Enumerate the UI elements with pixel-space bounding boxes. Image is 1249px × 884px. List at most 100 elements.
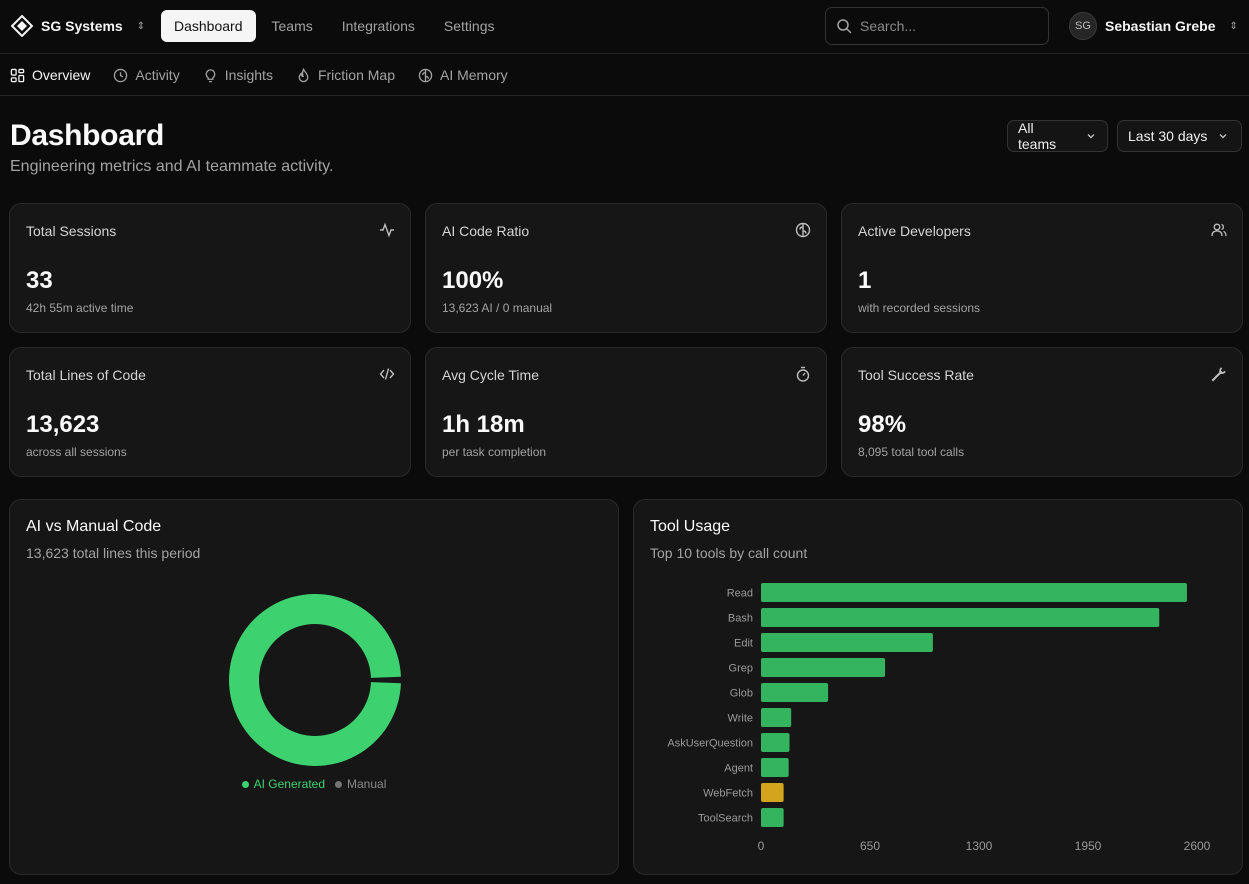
y-tick-label: Read (727, 588, 753, 600)
x-tick-label: 650 (860, 839, 880, 850)
stat-label: Active Developers (858, 223, 971, 239)
x-tick-label: 0 (758, 839, 765, 850)
range-filter-value: Last 30 days (1128, 128, 1208, 144)
legend-dot (241, 780, 249, 788)
y-tick-label: ToolSearch (698, 813, 753, 825)
stat-label: Tool Success Rate (858, 367, 974, 383)
y-tick-label: Agent (724, 763, 753, 775)
tool-usage-bar-chart: Read Bash Edit Grep Glob Write AskUserQuestion… (667, 583, 1211, 850)
tab-friction-map[interactable]: Friction Map (296, 55, 395, 95)
stat-value: 13,623 (26, 411, 100, 438)
legend-manual[interactable]: Manual (335, 777, 386, 791)
tab-overview[interactable]: Overview (10, 55, 90, 95)
legend-ai-generated[interactable]: AI Generated (241, 777, 326, 791)
legend-label: AI Generated (253, 777, 326, 791)
stat-card-total-sessions: Total Sessions 33 42h 55m active time (9, 203, 411, 333)
bar-glob[interactable] (761, 683, 829, 702)
stat-card-tool-success-rate: Tool Success Rate 98% 8,095 total tool c… (841, 347, 1243, 477)
stat-label: Total Lines of Code (26, 367, 146, 383)
bar-webfetch[interactable] (761, 783, 784, 802)
chevron-down-icon (1087, 134, 1095, 139)
stat-sub: 13,623 AI / 0 manual (442, 301, 553, 315)
tab-activity[interactable]: Activity (113, 55, 180, 95)
timer-icon (796, 366, 810, 382)
team-filter-value: All teams (1018, 120, 1057, 152)
y-tick-label: Glob (730, 688, 753, 700)
stat-sub: with recorded sessions (858, 301, 981, 315)
stat-card-avg-cycle-time: Avg Cycle Time 1h 18m per task completio… (425, 347, 827, 477)
stat-label: AI Code Ratio (442, 223, 530, 239)
y-tick-label: Edit (734, 638, 753, 650)
team-filter[interactable]: All teams (1007, 120, 1108, 152)
tab-label: Overview (32, 67, 91, 83)
x-tick-label: 1300 (966, 839, 993, 850)
bar-agent[interactable] (761, 758, 789, 777)
y-tick-label: Grep (729, 663, 753, 675)
nav-integrations[interactable]: Integrations (341, 18, 415, 34)
panel-title: Tool Usage (650, 518, 731, 535)
stat-sub: per task completion (442, 445, 547, 459)
stat-card-total-loc: Total Lines of Code 13,623 across all se… (9, 347, 411, 477)
wrench-icon (1211, 367, 1226, 382)
tab-insights[interactable]: Insights (203, 55, 273, 95)
brain-icon (418, 68, 433, 82)
stat-sub: across all sessions (26, 445, 127, 459)
x-tick-label: 2600 (1184, 839, 1211, 850)
code-icon (379, 368, 395, 380)
chevrons-updown-icon: ⇕ (136, 20, 146, 32)
user-menu[interactable]: SG Sebastian Grebe ⇕ (1069, 12, 1238, 40)
x-tick-label: 1950 (1075, 839, 1102, 850)
range-filter[interactable]: Last 30 days (1117, 120, 1242, 152)
legend-label: Manual (347, 777, 387, 791)
chevron-down-icon (1219, 134, 1227, 139)
bar-toolsearch[interactable] (761, 808, 784, 827)
logo-icon (11, 15, 33, 37)
sub-nav: Overview Activity Insights Friction Map … (0, 55, 1249, 96)
stat-card-active-developers: Active Developers 1 with recorded sessio… (841, 203, 1243, 333)
user-name: Sebastian Grebe (1105, 18, 1216, 34)
bar-grep[interactable] (761, 658, 886, 677)
flame-icon (298, 67, 309, 82)
bar-bash[interactable] (761, 608, 1160, 627)
y-tick-label: Bash (728, 613, 753, 625)
stat-card-ai-code-ratio: AI Code Ratio 100% 13,623 AI / 0 manual (425, 203, 827, 333)
donut-slice-ai-generated[interactable] (228, 594, 401, 766)
stat-value: 33 (26, 267, 53, 294)
avatar: SG (1069, 12, 1097, 40)
stat-value: 100% (442, 267, 504, 294)
y-tick-label: AskUserQuestion (667, 738, 753, 750)
bar-edit[interactable] (761, 633, 933, 652)
search-input[interactable] (860, 18, 1030, 34)
stat-value: 1 (858, 267, 872, 294)
search-icon (837, 19, 852, 34)
bar-read[interactable] (761, 583, 1187, 602)
panel-subtitle: 13,623 total lines this period (26, 545, 201, 561)
donut-chart (228, 594, 401, 766)
legend-dot (335, 780, 343, 788)
stat-value: 1h 18m (442, 411, 525, 438)
org-switcher[interactable]: SG Systems ⇕ (11, 14, 145, 38)
top-bar: SG Systems ⇕ Dashboard Teams Integration… (0, 0, 1249, 54)
tab-ai-memory[interactable]: AI Memory (418, 55, 508, 95)
tool-usage-panel: Tool Usage Top 10 tools by call count Re… (633, 499, 1243, 875)
y-tick-label: WebFetch (703, 788, 753, 800)
tab-label: Activity (135, 67, 180, 83)
nav-settings[interactable]: Settings (443, 18, 495, 34)
nav-dashboard[interactable]: Dashboard (161, 10, 256, 42)
main-nav: Dashboard Teams Integrations Settings (161, 10, 508, 42)
lightbulb-icon (205, 68, 216, 82)
users-icon (1211, 223, 1227, 237)
tab-label: Insights (224, 67, 273, 83)
y-tick-label: Write (728, 713, 753, 725)
activity-icon (380, 222, 394, 238)
stat-value: 98% (858, 411, 907, 438)
stat-label: Avg Cycle Time (442, 367, 539, 383)
bar-askuserquestion[interactable] (761, 733, 790, 752)
ai-vs-manual-panel: AI vs Manual Code 13,623 total lines thi… (9, 499, 619, 875)
brain-icon (795, 222, 811, 238)
clock-icon (114, 68, 128, 82)
nav-teams[interactable]: Teams (271, 18, 313, 34)
bar-write[interactable] (761, 708, 792, 727)
tab-label: AI Memory (439, 67, 508, 83)
panel-subtitle: Top 10 tools by call count (650, 545, 808, 561)
